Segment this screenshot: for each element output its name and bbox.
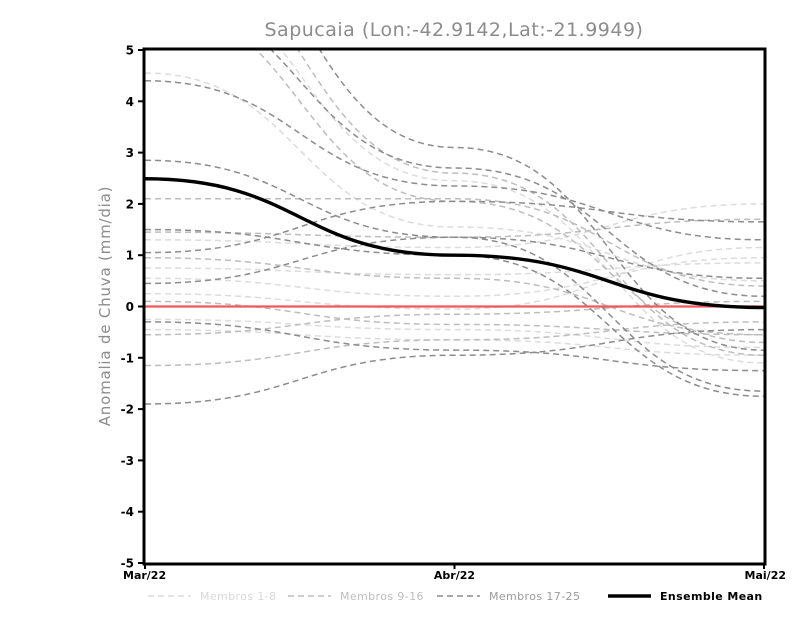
x-axis-ticks: Mar/22 Abr/22 Mai/22 xyxy=(123,563,786,582)
legend-label: Membros 1-8 xyxy=(200,590,277,603)
member-line xyxy=(145,236,764,285)
y-tick-label: 0 xyxy=(126,300,134,314)
member-line xyxy=(145,203,764,249)
y-tick-label: 1 xyxy=(126,249,134,263)
member-line xyxy=(145,318,764,349)
member-line xyxy=(145,328,764,405)
y-axis-ticks: 5 4 3 2 1 0 -1 -2 -3 -4 -5 xyxy=(121,44,145,571)
ensemble-mean-line-layer xyxy=(145,177,764,310)
y-tick-label: -2 xyxy=(121,403,134,417)
member-line xyxy=(145,328,764,356)
legend-label: Membros 17-25 xyxy=(489,590,580,603)
series-lines-layer xyxy=(145,50,764,405)
y-tick-label: -1 xyxy=(121,351,134,365)
x-tick-label: Abr/22 xyxy=(434,569,475,582)
x-tick-label: Mai/22 xyxy=(745,569,786,582)
member-line xyxy=(145,72,764,282)
member-line xyxy=(270,50,764,297)
y-tick-label: 4 xyxy=(126,95,134,109)
chart-title: Sapucaia (Lon:-42.9142,Lat:-21.9949) xyxy=(265,19,644,41)
y-axis-label: Anomalia de Chuva (mm/dia) xyxy=(96,186,114,427)
member-line xyxy=(145,321,764,372)
member-line xyxy=(145,218,764,239)
member-line xyxy=(145,257,764,297)
y-tick-label: -5 xyxy=(121,557,134,571)
member-line xyxy=(318,50,764,351)
y-tick-label: 3 xyxy=(126,146,134,160)
chart-legend: Membros 1-8 Membros 9-16 Membros 17-25 Ense… xyxy=(148,590,763,603)
member-line xyxy=(145,80,764,241)
member-line xyxy=(145,257,764,336)
member-line xyxy=(280,50,764,364)
member-line xyxy=(145,321,764,367)
y-tick-label: -4 xyxy=(121,505,134,519)
x-tick-label: Mar/22 xyxy=(123,569,166,582)
ensemble-mean-line xyxy=(145,177,764,310)
y-tick-label: 5 xyxy=(126,44,134,58)
legend-label: Membros 9-16 xyxy=(340,590,424,603)
member-line xyxy=(145,300,764,336)
member-line xyxy=(145,246,764,310)
member-line xyxy=(145,300,764,336)
member-line xyxy=(145,200,764,254)
member-line xyxy=(297,50,764,356)
y-tick-label: -3 xyxy=(121,454,134,468)
legend-label: Ensemble Mean xyxy=(660,590,763,603)
y-tick-label: 2 xyxy=(126,197,134,211)
